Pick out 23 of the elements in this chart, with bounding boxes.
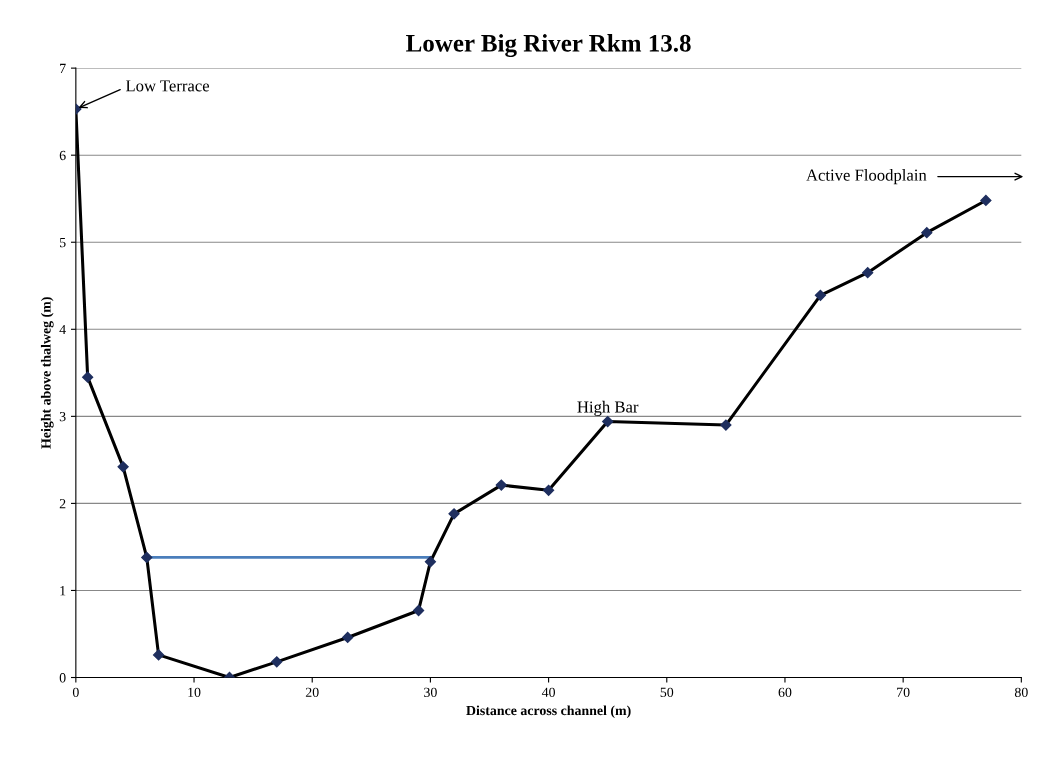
x-tick-label: 10 <box>188 687 201 698</box>
annotation: Low Terrace <box>125 80 210 92</box>
x-tick-label: 60 <box>778 687 792 698</box>
annotation: High Bar <box>577 400 639 417</box>
x-tick-label: 70 <box>897 687 910 698</box>
y-tick-label: 3 <box>59 411 66 422</box>
y-tick-label: 0 <box>59 673 66 683</box>
x-tick-label: 50 <box>660 687 674 698</box>
x-tick-label: 20 <box>305 687 319 698</box>
x-tick-label: 0 <box>72 687 79 698</box>
x-tick-label: 30 <box>424 687 437 698</box>
y-axis-title: Height above thalweg (m) <box>40 297 54 449</box>
y-tick-label: 7 <box>60 63 66 73</box>
y-tick-label: 6 <box>59 150 66 161</box>
y-tick-label: 1 <box>60 586 66 596</box>
x-axis-title: Distance across channel (m) <box>466 705 631 718</box>
y-tick-label: 2 <box>59 499 66 509</box>
x-tick-label: 80 <box>1014 687 1028 698</box>
y-tick-label: 5 <box>59 237 66 248</box>
y-tick-label: 4 <box>59 324 66 335</box>
annotation: Active Floodplain <box>806 169 927 185</box>
x-tick-label: 40 <box>541 687 556 698</box>
chart-title: Lower Big River Rkm 13.8 <box>406 34 691 57</box>
